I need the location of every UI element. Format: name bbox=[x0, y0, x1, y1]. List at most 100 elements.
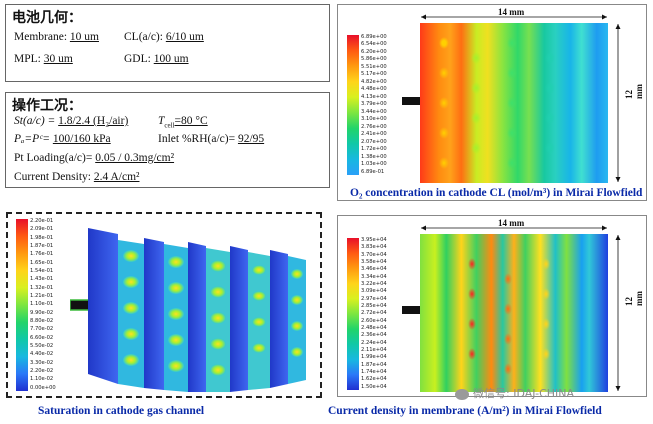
geometry-title: 电池几何： bbox=[12, 10, 82, 26]
colorbar-tick-label: 4.48e+00 bbox=[361, 86, 387, 93]
pressure-label: Pₐ=Pᶜ= bbox=[14, 133, 53, 145]
pt-loading-param: Pt Loading(a/c)= 0.05 / 0.3mg/cm² bbox=[14, 152, 174, 164]
colorbar-tick-label: 3.46e+04 bbox=[361, 266, 387, 273]
current-density-contour-field bbox=[420, 234, 608, 392]
colorbar-tick-label: 1.03e+00 bbox=[361, 161, 387, 168]
o2-colorbar: 6.89e+00 6.54e+00 6.20e+00 5.86e+00 5.51e+00… bbox=[347, 34, 397, 175]
colorbar-tick-label: 1.54e-01 bbox=[30, 267, 54, 274]
current-density-panel: 3.95e+04 3.83e+04 3.70e+04 3.58e+04 3.46e+04… bbox=[337, 215, 647, 397]
colorbar-tick-label: 3.70e+04 bbox=[361, 251, 387, 258]
current-density-value: 2.4 A/cm² bbox=[93, 171, 140, 183]
current-density-height-dimension bbox=[615, 235, 621, 391]
colorbar-tick-label: 2.76e+00 bbox=[361, 123, 387, 130]
colorbar-tick-label: 2.72e+04 bbox=[361, 310, 387, 317]
colorbar-tick-label: 0.00e+00 bbox=[30, 384, 56, 391]
operating-conditions-box: 操作工况： St(a/c) = 1.8/2.4 (H₂/air) Tcell=8… bbox=[5, 92, 330, 188]
saturation-colorbar-ticks: 2.20e-01 2.09e-01 1.98e-01 1.87e-01 1.76e-01… bbox=[30, 218, 56, 391]
o2-width-label: 14 mm bbox=[498, 7, 525, 17]
current-density-width-label: 14 mm bbox=[498, 218, 525, 228]
stoich-value: 1.8/2.4 (H₂/air) bbox=[58, 115, 129, 127]
colorbar-tick-label: 5.17e+00 bbox=[361, 71, 387, 78]
colorbar-tick-label: 5.50e-02 bbox=[30, 342, 54, 349]
cl-value: 6/10 um bbox=[165, 31, 204, 43]
colorbar-tick-label: 2.60e+04 bbox=[361, 317, 387, 324]
colorbar-tick-label: 1.10e-02 bbox=[30, 376, 54, 383]
rh-param: Inlet %RH(a/c)= 92/95 bbox=[158, 133, 264, 145]
colorbar-tick-label: 1.62e+04 bbox=[361, 376, 387, 383]
colorbar-tick-label: 3.44e+00 bbox=[361, 108, 387, 115]
colorbar-tick-label: 2.97e+04 bbox=[361, 295, 387, 302]
colorbar-tick-label: 5.51e+00 bbox=[361, 63, 387, 70]
colorbar-tick-label: 3.22e+04 bbox=[361, 280, 387, 287]
pressure-value: 100/160 kPa bbox=[52, 133, 111, 145]
mpl-param: MPL: 30 um bbox=[14, 53, 73, 65]
current-density-colorbar-ticks: 3.95e+04 3.83e+04 3.70e+04 3.58e+04 3.46e+04… bbox=[361, 237, 387, 390]
mpl-value: 30 um bbox=[43, 53, 73, 65]
colorbar-tick-label: 1.65e-01 bbox=[30, 259, 54, 266]
colorbar-tick-label: 2.09e-01 bbox=[30, 226, 54, 233]
stoich-label: St(a/c) = bbox=[14, 115, 59, 127]
colorbar-tick-label: 6.89e+00 bbox=[361, 34, 387, 40]
colorbar-tick-label: 3.30e-02 bbox=[30, 359, 54, 366]
saturation-colorbar: 2.20e-01 2.09e-01 1.98e-01 1.87e-01 1.76e-01… bbox=[16, 218, 66, 391]
colorbar-tick-label: 1.98e-01 bbox=[30, 234, 54, 241]
colorbar-tick-label: 6.20e+00 bbox=[361, 48, 387, 55]
stoich-param: St(a/c) = 1.8/2.4 (H₂/air) bbox=[14, 115, 128, 127]
operating-title: 操作工况： bbox=[12, 98, 82, 114]
colorbar-tick-label: 2.48e+04 bbox=[361, 324, 387, 331]
colorbar-tick-label: 1.87e+04 bbox=[361, 361, 387, 368]
colorbar-tick-label: 7.70e-02 bbox=[30, 326, 54, 333]
colorbar-tick-label: 3.95e+04 bbox=[361, 237, 387, 243]
colorbar-tick-label: 2.20e-02 bbox=[30, 367, 54, 374]
wechat-icon bbox=[455, 388, 469, 400]
colorbar-tick-label: 9.90e-02 bbox=[30, 309, 54, 316]
colorbar-tick-label: 1.10e-01 bbox=[30, 301, 54, 308]
membrane-param: Membrane: 10 um bbox=[14, 31, 99, 43]
tcell-label: T bbox=[158, 115, 165, 127]
o2-height-label: 12 mm bbox=[624, 84, 644, 99]
colorbar-tick-label: 2.85e+04 bbox=[361, 302, 387, 309]
colorbar-tick-label: 3.79e+00 bbox=[361, 101, 387, 108]
pt-loading-value: 0.05 / 0.3mg/cm² bbox=[95, 152, 175, 164]
o2-caption: O₂ concentration in cathode CL (mol/m³) … bbox=[350, 187, 643, 199]
colorbar-tick-label: 6.60e-02 bbox=[30, 334, 54, 341]
pressure-param: Pₐ=Pᶜ= 100/160 kPa bbox=[14, 133, 111, 145]
gdl-label: GDL: bbox=[124, 53, 151, 65]
tcell-value: =80 °C bbox=[174, 115, 208, 127]
colorbar-tick-label: 1.72e+00 bbox=[361, 146, 387, 153]
membrane-value: 10 um bbox=[69, 31, 99, 43]
colorbar-tick-label: 1.43e-01 bbox=[30, 276, 54, 283]
cell-geometry-box: 电池几何： Membrane: 10 um CL(a/c): 6/10 um M… bbox=[5, 4, 330, 82]
saturation-channel-render bbox=[88, 228, 306, 392]
o2-contour-field bbox=[420, 23, 608, 183]
gdl-param: GDL: 100 um bbox=[124, 53, 189, 65]
colorbar-tick-label: 3.10e+00 bbox=[361, 116, 387, 123]
colorbar-tick-label: 3.83e+04 bbox=[361, 244, 387, 251]
o2-width-dimension bbox=[421, 14, 607, 20]
colorbar-tick-label: 6.89e-01 bbox=[361, 168, 385, 175]
colorbar-tick-label: 1.99e+04 bbox=[361, 354, 387, 361]
colorbar-tick-label: 4.40e-02 bbox=[30, 351, 54, 358]
colorbar-tick-label: 3.09e+04 bbox=[361, 288, 387, 295]
gdl-value: 100 um bbox=[153, 53, 189, 65]
o2-concentration-panel: 6.89e+00 6.54e+00 6.20e+00 5.86e+00 5.51e+00… bbox=[337, 4, 647, 201]
wechat-watermark: 微信号: IDAJ-CHINA bbox=[455, 385, 574, 401]
rh-value: 92/95 bbox=[237, 133, 265, 145]
tcell-param: Tcell=80 °C bbox=[158, 115, 208, 129]
membrane-label: Membrane: bbox=[14, 31, 68, 43]
saturation-panel: 2.20e-01 2.09e-01 1.98e-01 1.87e-01 1.76e-01… bbox=[6, 212, 322, 398]
colorbar-tick-label: 1.76e-01 bbox=[30, 251, 54, 258]
current-density-colorbar: 3.95e+04 3.83e+04 3.70e+04 3.58e+04 3.46e+04… bbox=[347, 237, 397, 390]
colorbar-tick-label: 4.13e+00 bbox=[361, 93, 387, 100]
saturation-caption: Saturation in cathode gas channel bbox=[38, 405, 205, 417]
colorbar-tick-label: 6.54e+00 bbox=[361, 41, 387, 48]
current-density-label: Current Density: bbox=[14, 171, 94, 183]
colorbar-tick-label: 2.24e+04 bbox=[361, 339, 387, 346]
current-density-height-label: 12 mm bbox=[624, 291, 644, 306]
current-density-param: Current Density: 2.4 A/cm² bbox=[14, 171, 139, 183]
colorbar-tick-label: 1.21e-01 bbox=[30, 292, 54, 299]
current-density-colorbar-gradient bbox=[347, 238, 359, 390]
watermark-text: 微信号: IDAJ-CHINA bbox=[473, 387, 575, 400]
colorbar-tick-label: 2.41e+00 bbox=[361, 131, 387, 138]
colorbar-tick-label: 1.74e+04 bbox=[361, 368, 387, 375]
